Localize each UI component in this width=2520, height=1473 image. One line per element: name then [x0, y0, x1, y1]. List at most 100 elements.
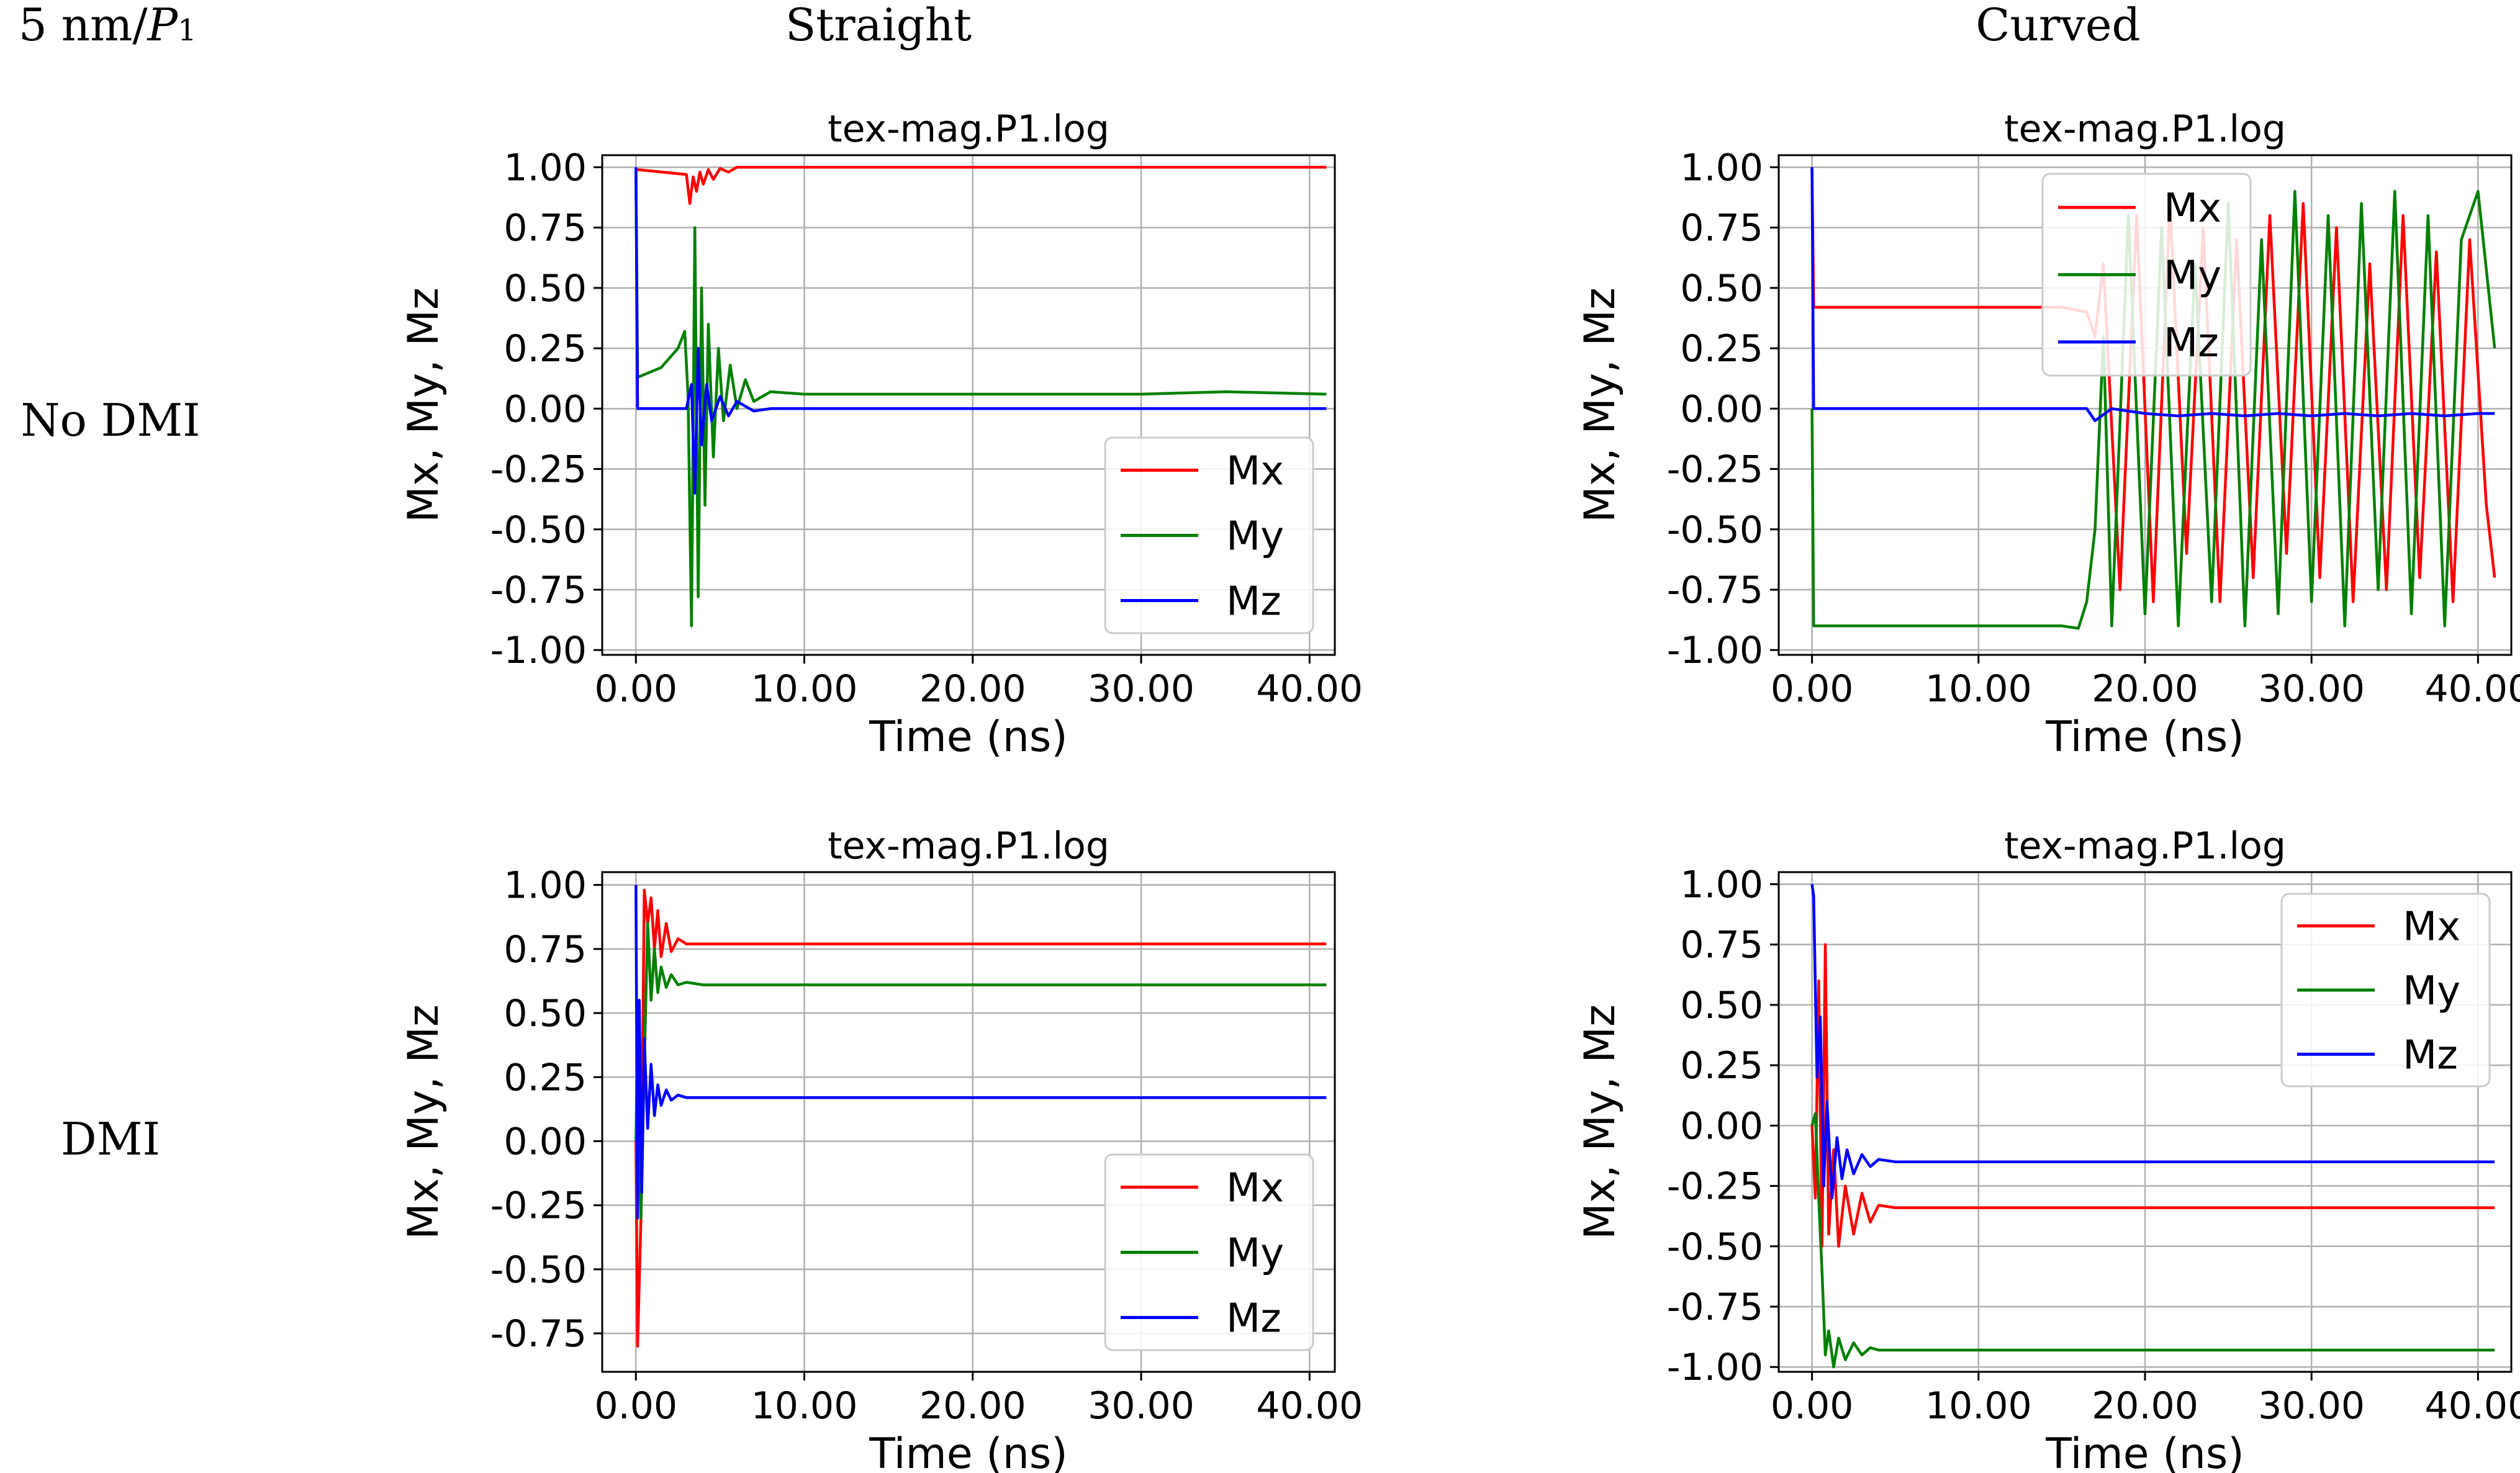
x-tick-label: 30.00: [2258, 667, 2365, 711]
x-tick-label: 20.00: [919, 667, 1026, 711]
y-tick-label: 0.00: [1680, 1104, 1763, 1148]
legend: Mx My Mz: [2280, 893, 2491, 1088]
y-tick-label: -0.75: [1667, 569, 1763, 612]
x-axis-label: Time (ns): [869, 1430, 1068, 1473]
y-axis-label: Mx, My, Mz: [399, 287, 448, 523]
legend-box: [1104, 1153, 1314, 1351]
legend-box: [2280, 893, 2491, 1088]
legend-label-mx: Mx: [1226, 1166, 1284, 1212]
x-tick-label: 10.00: [1925, 1384, 2032, 1428]
y-tick-label: -0.25: [490, 1184, 587, 1228]
y-tick-label: 0.00: [504, 1120, 587, 1163]
x-axis-label: Time (ns): [2045, 713, 2244, 762]
y-axis-label: Mx, My, Mz: [1576, 287, 1625, 523]
corner-label-sub: 1: [178, 13, 197, 48]
y-tick-label: -0.25: [490, 448, 587, 492]
column-title-straight: Straight: [785, 0, 972, 51]
x-axis-label: Time (ns): [2045, 1430, 2244, 1473]
plot-frame: [601, 154, 1336, 656]
y-tick-label: -0.75: [1667, 1286, 1763, 1329]
y-tick-label: 0.50: [504, 267, 587, 310]
y-tick-label: 0.75: [1680, 924, 1763, 967]
chart-dmi-straight: 0.00 10.00 20.00 30.00 40.00 1.00 0.75 0.50 0.25…: [399, 824, 1363, 1473]
x-tick-label: 10.00: [1925, 667, 2032, 711]
corner-label-italic: P: [147, 0, 179, 51]
chart-dmi-curved: 0.00 10.00 20.00 30.00 40.00 1.00 0.75 0.50 0.25…: [1576, 824, 2520, 1473]
y-tick-label: -1.00: [1667, 1346, 1763, 1389]
y-tick-label: 1.00: [1680, 863, 1763, 906]
y-tick-label: 0.75: [504, 207, 587, 250]
x-tick-label: 0.00: [1771, 1384, 1854, 1428]
legend: Mx My Mz: [2041, 173, 2252, 377]
plot-frame: [601, 871, 1336, 1373]
legend-label-mz: Mz: [1226, 1296, 1281, 1342]
series-line-my: [1810, 1112, 2495, 1369]
y-tick-label: -0.25: [1667, 448, 1763, 492]
y-tick-label: 0.50: [1680, 267, 1763, 310]
legend-box: [2041, 173, 2252, 377]
y-tick-label: -0.75: [490, 1312, 587, 1356]
y-tick-label: 0.25: [504, 1056, 587, 1099]
legend-box: [1104, 436, 1314, 634]
x-tick-label: 30.00: [1088, 1384, 1195, 1428]
x-tick-label: 20.00: [2092, 667, 2198, 711]
series-line-mx: [635, 888, 1327, 1348]
series-line-my: [635, 172, 1327, 628]
x-tick-label: 40.00: [1256, 667, 1363, 711]
series-line-mx: [636, 166, 1327, 205]
y-tick-label: -0.50: [490, 1248, 587, 1292]
y-tick-label: 1.00: [504, 864, 587, 908]
legend-label-mx: Mx: [2403, 904, 2460, 950]
y-tick-label: 0.50: [504, 992, 587, 1035]
legend-label-mz: Mz: [1226, 579, 1281, 625]
legend-label-my: My: [2403, 968, 2460, 1014]
y-tick-label: -0.50: [1667, 1225, 1763, 1269]
chart-title: tex-mag.P1.log: [2004, 824, 2286, 868]
y-tick-label: -1.00: [1667, 629, 1763, 672]
y-tick-label: 0.00: [504, 387, 587, 431]
y-tick-label: 0.25: [504, 327, 587, 371]
charts-group: 0.00 10.00 20.00 30.00 40.00 1.00 0.75 0.50 0.25…: [399, 107, 2520, 1473]
y-tick-label: -0.25: [1667, 1165, 1763, 1209]
chart-nodmi-curved: 0.00 10.00 20.00 30.00 40.00 1.00 0.75 0.50 0.25…: [1576, 107, 2520, 762]
y-tick-label: 1.00: [1680, 146, 1763, 189]
x-tick-label: 0.00: [594, 1384, 677, 1428]
row-title-no-dmi: No DMI: [20, 394, 200, 446]
x-tick-label: 30.00: [1088, 667, 1195, 711]
row-title-dmi: DMI: [61, 1113, 160, 1165]
x-tick-label: 30.00: [2258, 1384, 2365, 1428]
series-line-mz: [1810, 167, 2495, 423]
column-title-curved: Curved: [1976, 0, 2140, 51]
y-tick-label: 0.25: [1680, 327, 1763, 371]
y-tick-label: -0.50: [1667, 508, 1763, 552]
chart-nodmi-straight: 0.00 10.00 20.00 30.00 40.00 1.00 0.75 0.50 0.25…: [399, 107, 1363, 762]
y-tick-label: -0.50: [490, 508, 587, 552]
legend-label-mz: Mz: [2164, 320, 2219, 366]
x-tick-label: 10.00: [751, 667, 858, 711]
x-tick-label: 40.00: [2424, 667, 2520, 711]
legend: Mx My Mz: [1104, 436, 1314, 634]
x-tick-label: 20.00: [2092, 1384, 2198, 1428]
series-line-mx: [1810, 943, 2495, 1248]
y-tick-label: -0.75: [490, 569, 587, 612]
legend-label-my: My: [1226, 1231, 1284, 1277]
y-tick-label: -1.00: [490, 629, 587, 672]
chart-title: tex-mag.P1.log: [2004, 107, 2286, 151]
x-tick-label: 0.00: [1771, 667, 1854, 711]
y-tick-label: 0.75: [504, 928, 587, 971]
legend-label-my: My: [1226, 514, 1284, 560]
x-axis-label: Time (ns): [869, 713, 1068, 762]
x-tick-label: 40.00: [1256, 1384, 1363, 1428]
y-tick-label: 0.25: [1680, 1044, 1763, 1088]
legend: Mx My Mz: [1104, 1153, 1314, 1351]
series-line-mz: [635, 885, 1327, 1220]
y-tick-label: 0.50: [1680, 984, 1763, 1027]
y-tick-label: 1.00: [504, 146, 587, 189]
chart-title: tex-mag.P1.log: [828, 107, 1109, 151]
series-line-mz: [635, 167, 1327, 495]
y-axis-label: Mx, My, Mz: [1576, 1004, 1625, 1240]
legend-label-my: My: [2164, 253, 2221, 299]
chart-title: tex-mag.P1.log: [828, 824, 1109, 868]
legend-label-mz: Mz: [2403, 1032, 2458, 1078]
